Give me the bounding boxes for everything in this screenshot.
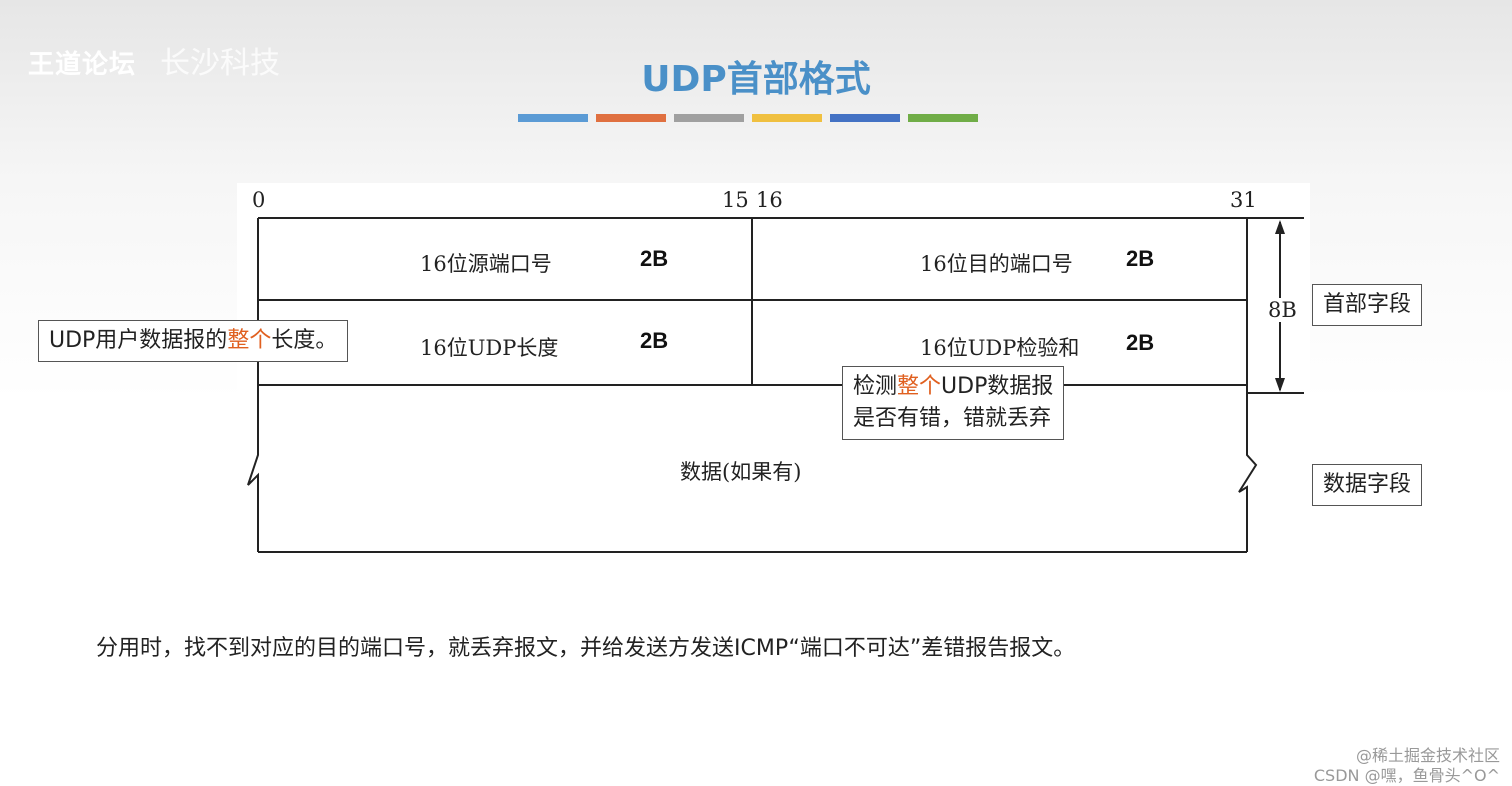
color-bar	[908, 114, 978, 122]
color-bar	[830, 114, 900, 122]
bit-label: 15	[722, 188, 749, 212]
data-section-label: 数据字段	[1312, 464, 1423, 506]
color-bar	[674, 114, 744, 122]
field-size: 2B	[640, 246, 669, 271]
arrow-down-icon	[1275, 378, 1285, 392]
logo-script: 长沙科技	[160, 46, 280, 81]
left-break-line	[247, 218, 259, 552]
bit-label: 16	[756, 188, 783, 212]
data-field: 数据(如果有)	[680, 460, 802, 484]
header-size-label: 8B	[1268, 298, 1297, 322]
field-length: 16位UDP长度	[420, 336, 559, 360]
demux-note: 分用时，找不到对应的目的端口号，就丢弃报文，并给发送方发送ICMP“端口不可达”…	[96, 636, 1076, 661]
watermark: @稀土掘金技术社区	[1355, 746, 1500, 765]
right-break-line	[1238, 218, 1258, 552]
field-checksum: 16位UDP检验和	[920, 336, 1080, 360]
slide-title: UDP首部格式	[641, 59, 871, 100]
bit-label: 31	[1230, 188, 1257, 212]
color-bar	[518, 114, 588, 122]
diagram-panel	[237, 183, 1310, 558]
color-bar	[596, 114, 666, 122]
field-size: 2B	[1126, 246, 1155, 271]
field-size: 2B	[640, 328, 669, 353]
field-size: 2B	[1126, 330, 1155, 355]
arrow-up-icon	[1275, 220, 1285, 234]
field-dest-port: 16位目的端口号	[920, 252, 1073, 276]
color-bar	[752, 114, 822, 122]
checksum-callout: 检测整个UDP数据报 是否有错，错就丢弃	[842, 366, 1065, 440]
bit-label: 0	[252, 188, 266, 212]
watermark: CSDN @嘿，鱼骨头^O^	[1313, 766, 1500, 785]
field-source-port: 16位源端口号	[420, 252, 552, 276]
logo: 王道论坛	[28, 50, 137, 80]
length-callout: UDP用户数据报的整个长度。	[38, 320, 349, 362]
header-section-label: 首部字段	[1312, 284, 1423, 326]
